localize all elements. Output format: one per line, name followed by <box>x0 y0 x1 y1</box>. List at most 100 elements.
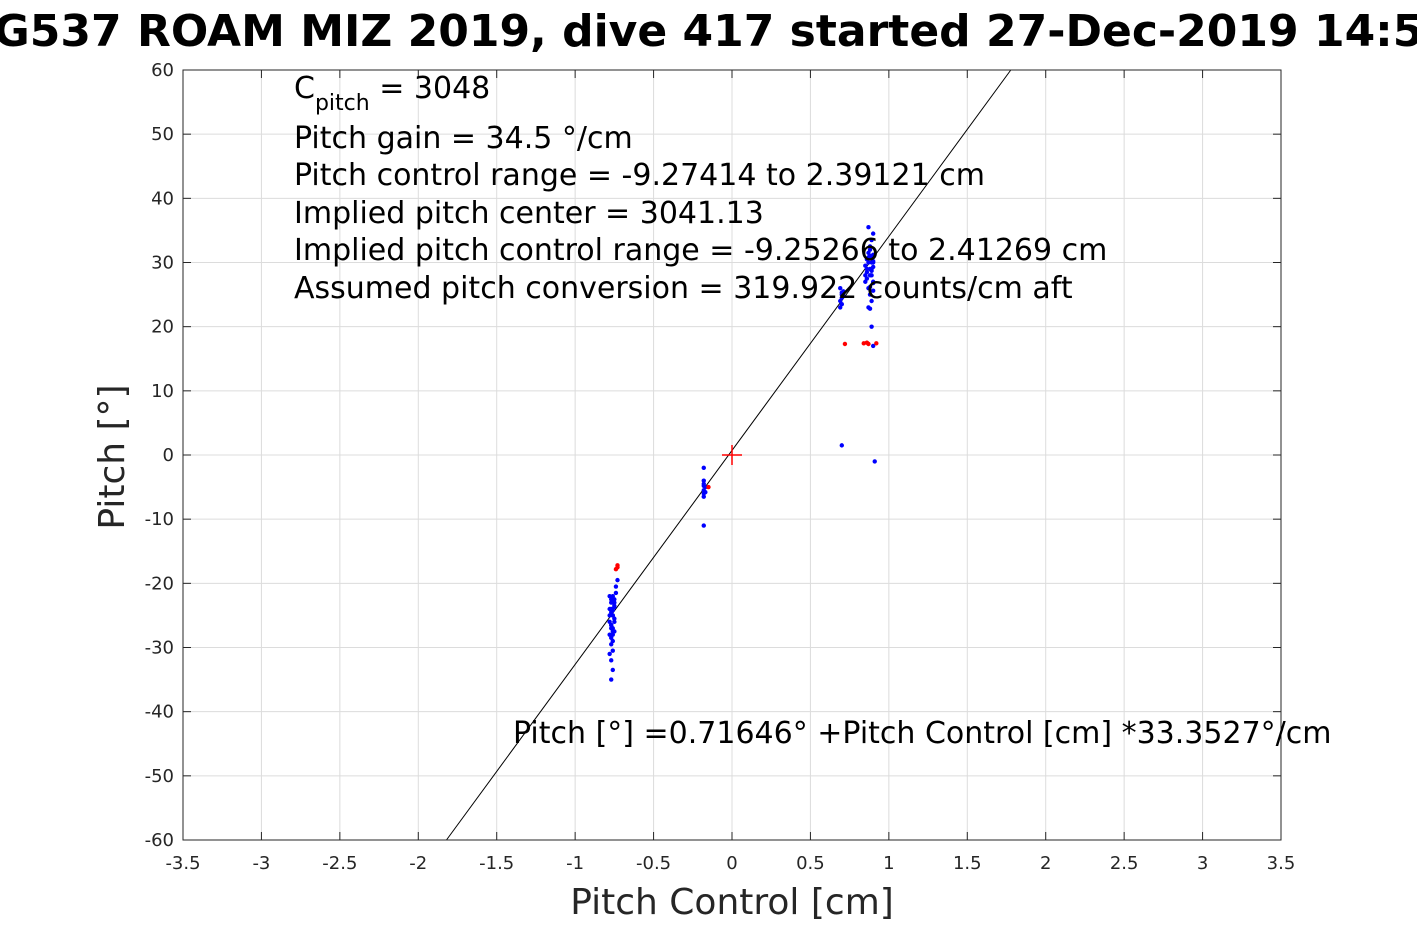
data-point-blue <box>839 290 844 295</box>
center-marker <box>722 445 742 465</box>
grid-lines <box>182 69 1282 841</box>
x-tick-label: 0 <box>726 853 737 874</box>
c-pitch-value: = 3048 <box>370 71 491 106</box>
data-point-blue <box>612 619 617 625</box>
data-point-blue <box>609 622 614 628</box>
data-point-blue <box>701 478 706 483</box>
x-tick-label: 3.5 <box>1267 853 1296 874</box>
data-point-red <box>615 563 620 568</box>
axis-ticks: -3.5 -3 -2.5 -2 -1.5 -1 -0.5 0 0.5 1 1.5 2 2.5 3 3.5 60… <box>145 60 1296 874</box>
data-point-blue <box>609 600 614 605</box>
x-tick-label: 2 <box>1040 853 1051 874</box>
data-point-blue <box>872 459 877 464</box>
data-point-blue <box>610 648 615 653</box>
data-point-blue <box>701 494 706 499</box>
data-point-blue <box>870 343 876 349</box>
data-points <box>607 225 879 682</box>
x-tick-label: -0.5 <box>636 853 671 874</box>
x-axis-label: Pitch Control [cm] <box>570 882 894 923</box>
c-pitch-subscript: pitch <box>315 91 370 116</box>
data-point-blue <box>838 285 843 291</box>
y-tick-label: -10 <box>145 509 174 530</box>
x-tick-label: -2 <box>409 853 427 874</box>
data-point-blue <box>867 306 873 311</box>
data-point-blue <box>870 252 876 257</box>
y-tick-label: 40 <box>151 188 174 209</box>
y-tick-label: 20 <box>151 317 174 338</box>
data-point-blue <box>701 523 706 528</box>
y-tick-label: -30 <box>145 638 174 659</box>
x-tick-label: 2.5 <box>1110 853 1139 874</box>
y-tick-label: 50 <box>151 124 174 145</box>
data-point-blue <box>867 244 873 249</box>
data-point-blue <box>867 284 873 290</box>
implied-pitch-center-annotation: Implied pitch center = 3041.13 <box>294 196 764 231</box>
data-point-blue <box>701 483 706 488</box>
data-point-blue <box>870 259 876 264</box>
x-tick-label: 0.5 <box>796 853 825 874</box>
implied-pitch-range-annotation: Implied pitch control range = -9.25266 t… <box>294 233 1107 268</box>
data-point-blue <box>609 642 614 647</box>
data-point-blue <box>864 269 870 275</box>
data-point-blue <box>839 443 844 448</box>
c-pitch-symbol: C <box>294 71 315 106</box>
y-tick-label: -20 <box>145 573 174 594</box>
pitch-control-range-annotation: Pitch control range = -9.27414 to 2.3912… <box>294 158 985 193</box>
data-point-blue <box>703 490 708 495</box>
x-tick-label: -1.5 <box>479 853 514 874</box>
data-point-blue <box>610 632 615 637</box>
x-tick-label: -1 <box>566 853 584 874</box>
data-point-blue <box>863 263 868 268</box>
x-tick-label: 1 <box>883 853 894 874</box>
data-point-blue <box>609 658 614 663</box>
data-point-blue <box>869 324 874 329</box>
data-point-blue <box>612 604 617 610</box>
data-point-blue <box>869 298 874 304</box>
data-point-blue <box>869 237 874 243</box>
data-point-blue <box>609 677 614 682</box>
data-point-blue <box>866 225 871 230</box>
data-point-blue <box>607 613 612 618</box>
y-tick-label: 0 <box>163 445 174 466</box>
x-tick-label: 1.5 <box>953 853 982 874</box>
c-pitch-annotation: Cpitch = 3048 <box>294 71 490 116</box>
data-point-blue <box>607 651 612 657</box>
chart-title: SG537 ROAM MIZ 2019, dive 417 started 27… <box>0 6 1417 57</box>
data-point-blue <box>610 629 615 634</box>
data-point-blue <box>615 577 620 583</box>
y-tick-label: 60 <box>151 60 174 81</box>
fit-equation-label: Pitch [°] =0.71646° +Pitch Control [cm] … <box>513 716 1331 751</box>
data-point-blue <box>870 280 876 286</box>
x-tick-label: -3.5 <box>165 853 200 874</box>
data-point-blue <box>613 590 619 596</box>
pitch-conversion-annotation: Assumed pitch conversion = 319.922 count… <box>294 271 1073 306</box>
data-point-red <box>706 484 711 490</box>
data-point-blue <box>610 667 615 673</box>
data-point-blue <box>867 247 873 252</box>
y-tick-label: -40 <box>145 702 174 723</box>
data-point-red <box>866 341 871 347</box>
data-point-blue <box>610 613 615 618</box>
x-tick-label: 3 <box>1197 853 1208 874</box>
data-point-blue <box>864 276 870 281</box>
data-point-red <box>613 567 619 572</box>
data-point-blue <box>612 600 617 605</box>
pitch-gain-annotation: Pitch gain = 34.5 °/cm <box>294 121 633 156</box>
data-point-blue <box>870 288 876 293</box>
data-point-blue <box>701 465 706 471</box>
data-point-red <box>874 341 879 346</box>
data-point-blue <box>869 268 874 274</box>
y-tick-label: 30 <box>151 253 174 274</box>
data-point-blue <box>870 231 876 236</box>
data-point-blue <box>838 305 843 310</box>
y-tick-label: -50 <box>145 766 174 787</box>
x-tick-label: -2.5 <box>322 853 357 874</box>
y-tick-label: -60 <box>145 830 174 851</box>
data-point-red <box>842 341 848 347</box>
data-point-blue <box>867 292 873 297</box>
data-point-blue <box>613 584 619 589</box>
data-point-blue <box>612 597 617 602</box>
y-axis-label: Pitch [°] <box>92 384 133 529</box>
y-tick-label: 10 <box>151 381 174 402</box>
